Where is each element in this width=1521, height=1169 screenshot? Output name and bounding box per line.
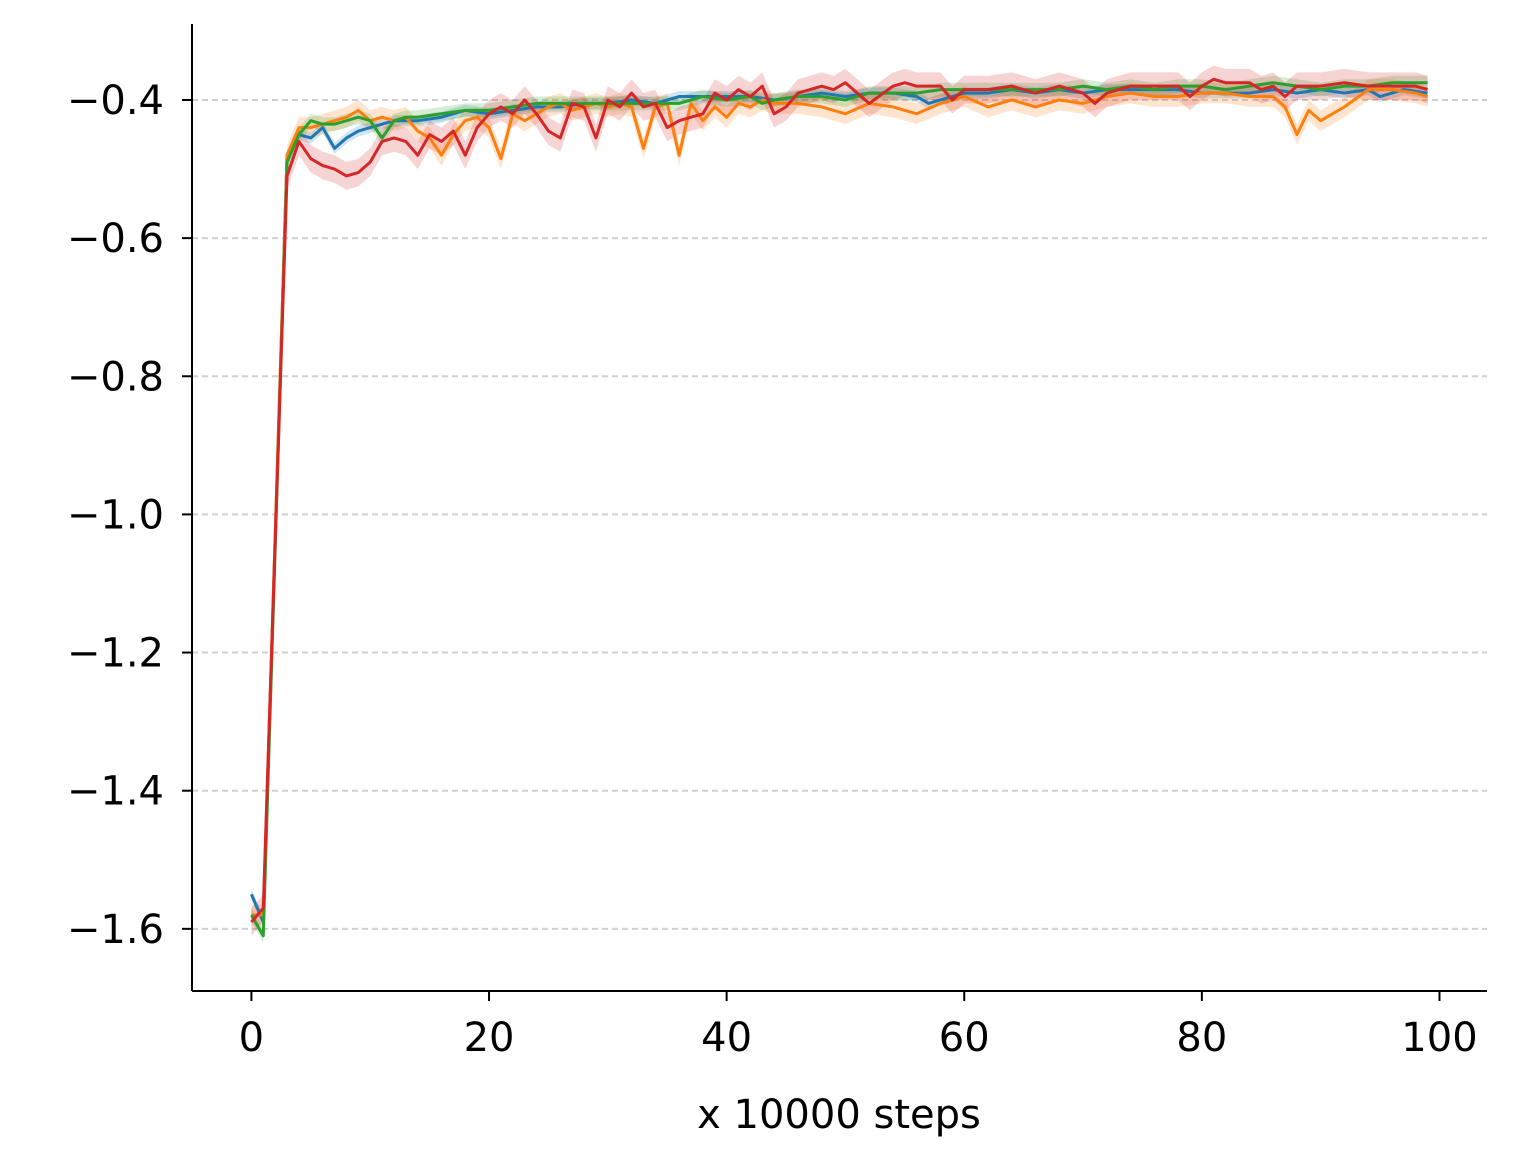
series-lines [250, 77, 1429, 938]
series-2-line [251, 88, 1429, 917]
x-axis-label: x 10000 steps [697, 1092, 981, 1138]
series-4-line [250, 77, 1429, 923]
x-tick-label: 80 [1176, 1015, 1227, 1061]
confidence-bands [251, 65, 1428, 943]
series-4-band [251, 65, 1428, 936]
y-tick-label: −0.6 [67, 216, 164, 262]
grid-lines [192, 98, 1487, 930]
ticks: −0.4 −0.6 −0.8 −1.0 −1.2 −1.4 −1.6 0 20 40 60 80 100 [67, 78, 1478, 1061]
axes [191, 24, 1487, 992]
y-tick-label: −0.8 [67, 354, 164, 400]
series-2-band [251, 79, 1428, 926]
x-tick-label: 40 [701, 1015, 752, 1061]
y-tick-label: −0.4 [67, 78, 164, 124]
x-tick-label: 0 [239, 1015, 264, 1061]
y-tick-label: −1.0 [67, 492, 164, 538]
x-tick-label: 20 [464, 1015, 515, 1061]
series-1-line [250, 88, 1428, 924]
y-tick-label: −1.4 [67, 769, 164, 815]
x-tick-label: 60 [939, 1015, 990, 1061]
series-3-line [250, 81, 1428, 938]
y-tick-label: −1.6 [67, 907, 164, 953]
y-tick-label: −1.2 [67, 631, 164, 677]
x-tick-label: 100 [1401, 1015, 1477, 1061]
series-1-band [251, 84, 1428, 928]
series-3-band [251, 75, 1428, 943]
